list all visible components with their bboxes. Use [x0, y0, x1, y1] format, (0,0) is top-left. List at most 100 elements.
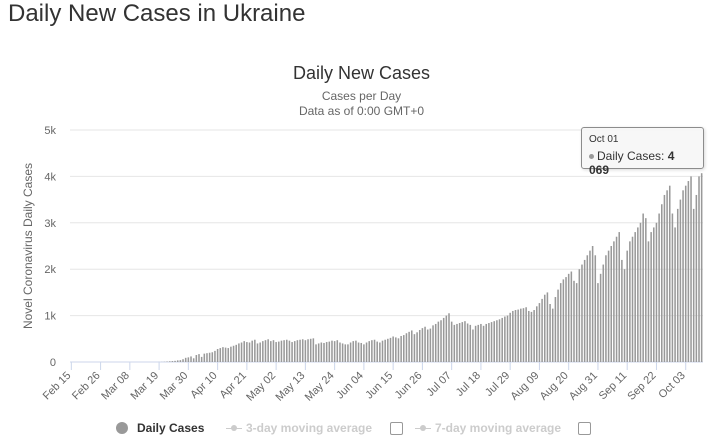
bar — [562, 279, 565, 362]
bar — [602, 264, 605, 362]
tooltip-date: Oct 01 — [589, 134, 619, 145]
bar — [243, 341, 245, 362]
bar — [235, 344, 238, 362]
bar — [623, 269, 626, 362]
bar — [379, 342, 381, 362]
bar — [256, 343, 259, 362]
bar — [232, 345, 235, 362]
bar — [591, 246, 594, 362]
bar — [535, 306, 538, 362]
bar — [533, 310, 535, 362]
bar — [230, 346, 232, 362]
bar — [426, 329, 429, 362]
bar — [344, 344, 347, 362]
bar — [262, 341, 264, 362]
bar — [392, 336, 394, 362]
bar — [373, 339, 376, 362]
bar — [506, 315, 509, 362]
bar — [464, 321, 466, 362]
legend-checkbox-3day[interactable] — [390, 421, 404, 435]
bar — [528, 310, 530, 362]
bar — [408, 331, 410, 362]
legend-item-3day-average[interactable]: 3-day moving average — [226, 421, 404, 435]
x-tick-label: Sep 22 — [625, 370, 658, 403]
x-tick-label: Aug 20 — [538, 370, 571, 403]
y-tick-label: 4k — [44, 171, 56, 183]
bar — [541, 298, 543, 362]
x-tick-label: Jun 15 — [363, 370, 395, 402]
bar — [647, 241, 650, 362]
y-tick-label: 2k — [44, 264, 56, 276]
bar — [573, 280, 575, 362]
bar — [610, 246, 613, 362]
bar — [676, 208, 679, 362]
bar — [304, 340, 307, 362]
page-title: Daily New Cases in Ukraine — [8, 0, 306, 27]
x-tick-label: Mar 30 — [158, 370, 191, 403]
bar — [466, 323, 469, 362]
bar — [639, 222, 642, 362]
bar — [631, 236, 634, 362]
bar — [458, 323, 461, 362]
bar — [168, 361, 171, 362]
bar — [424, 326, 426, 362]
legend-item-daily-cases[interactable]: Daily Cases — [116, 421, 204, 435]
bar — [418, 329, 421, 362]
bar — [397, 338, 400, 362]
bar — [485, 323, 488, 362]
bar — [254, 339, 256, 362]
bar — [445, 315, 448, 362]
bar — [416, 332, 418, 362]
bar — [365, 342, 368, 362]
bar — [272, 340, 275, 362]
bar — [599, 273, 602, 362]
bar — [267, 339, 269, 362]
bar — [570, 271, 573, 362]
legend-item-7day-average[interactable]: 7-day moving average — [415, 421, 592, 435]
bar — [554, 297, 557, 362]
legend-circle-icon — [116, 422, 128, 434]
bar — [182, 359, 184, 362]
bar — [176, 360, 179, 362]
bar — [341, 343, 344, 362]
bar — [575, 283, 578, 362]
tooltip-series-dot — [589, 154, 594, 160]
bar — [477, 324, 480, 362]
y-tick-label: 0 — [50, 357, 56, 369]
bar — [551, 308, 554, 362]
bar — [222, 347, 224, 362]
bar — [320, 342, 323, 362]
bar — [530, 311, 533, 362]
tooltip-value: 4 069 — [589, 149, 675, 177]
bar — [679, 199, 682, 362]
legend-label-3day-average: 3-day moving average — [246, 421, 373, 435]
bar — [621, 259, 623, 362]
legend-line-icon — [415, 422, 431, 434]
bar — [461, 322, 464, 362]
bar — [307, 339, 309, 362]
chart-title: Daily New Cases — [292, 63, 431, 83]
bar — [333, 341, 336, 362]
bar — [634, 232, 636, 362]
bar — [567, 273, 570, 362]
bar — [615, 236, 618, 362]
bar — [206, 353, 208, 362]
x-tick-label: May 24 — [303, 370, 337, 404]
x-tick-label: Jun 04 — [334, 370, 366, 402]
bar — [216, 349, 219, 362]
bar — [469, 324, 472, 362]
chart-data-date: Data as of 0:00 GMT+0 — [298, 104, 425, 118]
bar — [690, 176, 692, 362]
bar — [663, 194, 666, 362]
y-tick-label: 1k — [44, 311, 56, 323]
bar — [549, 304, 551, 362]
bar — [280, 340, 283, 362]
x-tick-label: Aug 09 — [508, 370, 541, 403]
x-tick-label: May 13 — [274, 370, 308, 404]
bar — [200, 356, 203, 362]
tooltip-series-name: Daily Cases — [597, 149, 662, 163]
bar — [192, 358, 195, 362]
legend-checkbox-7day[interactable] — [578, 421, 592, 435]
bar — [493, 321, 495, 362]
